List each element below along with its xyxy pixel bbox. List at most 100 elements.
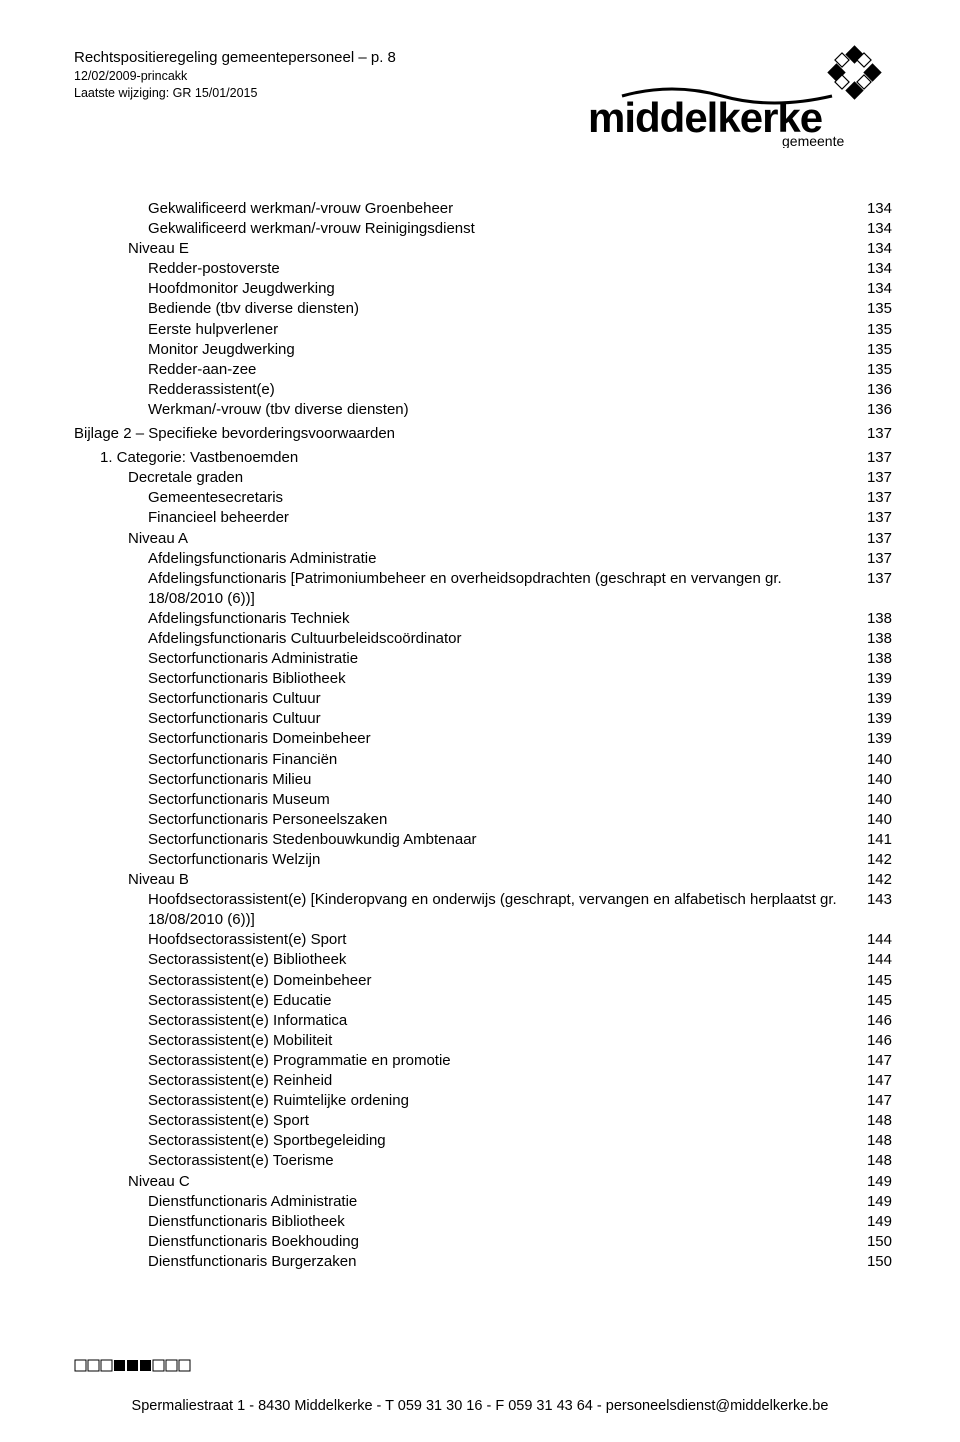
toc-page: 149 — [856, 1192, 892, 1212]
toc-page: 148 — [856, 1111, 892, 1131]
toc-page: 137 — [856, 569, 892, 589]
toc-label: Sectorfunctionaris Museum — [148, 790, 856, 810]
toc-label: Sectorassistent(e) Sport — [148, 1111, 856, 1131]
toc-row: Eerste hulpverlener135 — [74, 320, 892, 340]
toc-row: Sectorfunctionaris Personeelszaken140 — [74, 810, 892, 830]
toc-row: Niveau A137 — [74, 529, 892, 549]
toc-row: Niveau B142 — [74, 870, 892, 890]
toc-label: Sectorassistent(e) Bibliotheek — [148, 950, 856, 970]
toc-page: 136 — [856, 380, 892, 400]
toc-row: Decretale graden137 — [74, 468, 892, 488]
toc-page: 145 — [856, 991, 892, 1011]
toc-row: Sectorassistent(e) Mobiliteit146 — [74, 1031, 892, 1051]
toc-row: Sectorassistent(e) Informatica146 — [74, 1011, 892, 1031]
toc-page: 137 — [856, 549, 892, 569]
toc-label: Sectorassistent(e) Programmatie en promo… — [148, 1051, 856, 1071]
toc-label: Niveau A — [128, 529, 856, 549]
toc-row: Financieel beheerder137 — [74, 508, 892, 528]
toc-page: 147 — [856, 1091, 892, 1111]
toc-page: 148 — [856, 1151, 892, 1171]
toc-label: Sectorfunctionaris Cultuur — [148, 689, 856, 709]
toc-row: Gekwalificeerd werkman/-vrouw Reinigings… — [74, 219, 892, 239]
doc-title: Rechtspositieregeling gemeentepersoneel … — [74, 48, 396, 68]
toc-label: Eerste hulpverlener — [148, 320, 856, 340]
toc-page: 149 — [856, 1212, 892, 1232]
logo-sub-text: gemeente — [782, 133, 844, 148]
toc-page: 146 — [856, 1011, 892, 1031]
logo: middelkerke gemeente — [552, 42, 892, 153]
toc-label: Sectorassistent(e) Toerisme — [148, 1151, 856, 1171]
toc-row: Hoofdsectorassistent(e) Sport144 — [74, 930, 892, 950]
toc-label: Sectorassistent(e) Domeinbeheer — [148, 971, 856, 991]
toc-label: Hoofdmonitor Jeugdwerking — [148, 279, 856, 299]
toc-row: Afdelingsfunctionaris [Patrimoniumbeheer… — [74, 569, 892, 609]
toc-row: Sectorassistent(e) Educatie145 — [74, 991, 892, 1011]
toc-label: Sectorfunctionaris Domeinbeheer — [148, 729, 856, 749]
toc-page: 139 — [856, 709, 892, 729]
toc-row: Afdelingsfunctionaris Techniek138 — [74, 609, 892, 629]
toc-row: Hoofdmonitor Jeugdwerking134 — [74, 279, 892, 299]
toc-label: Sectorfunctionaris Milieu — [148, 770, 856, 790]
toc-row: Gekwalificeerd werkman/-vrouw Groenbehee… — [74, 199, 892, 219]
toc-page: 137 — [856, 468, 892, 488]
toc-page: 134 — [856, 239, 892, 259]
page-footer: Spermaliestraat 1 - 8430 Middelkerke - T… — [0, 1398, 960, 1414]
toc-label: 1. Categorie: Vastbenoemden — [100, 448, 856, 468]
toc-row: Redder-postoverste134 — [74, 259, 892, 279]
toc-row: Dienstfunctionaris Bibliotheek149 — [74, 1212, 892, 1232]
toc-page: 147 — [856, 1051, 892, 1071]
toc-label: Sectorassistent(e) Ruimtelijke ordening — [148, 1091, 856, 1111]
toc-label: Afdelingsfunctionaris Administratie — [148, 549, 856, 569]
toc-page: 135 — [856, 360, 892, 380]
toc-row: Sectorfunctionaris Museum140 — [74, 790, 892, 810]
toc-row: Sectorassistent(e) Reinheid147 — [74, 1071, 892, 1091]
toc-label: Monitor Jeugdwerking — [148, 340, 856, 360]
toc-row: Bediende (tbv diverse diensten)135 — [74, 299, 892, 319]
toc-bilage-heading: Bijlage 2 – Specifieke bevorderingsvoorw… — [74, 424, 892, 444]
doc-subline1: 12/02/2009-princakk — [74, 68, 396, 85]
footer-text: Spermaliestraat 1 - 8430 Middelkerke - T… — [132, 1398, 829, 1414]
toc-label: Redder-postoverste — [148, 259, 856, 279]
toc-label: Sectorfunctionaris Financiën — [148, 750, 856, 770]
toc-label: Hoofdsectorassistent(e) [Kinderopvang en… — [148, 890, 856, 930]
toc-label: Hoofdsectorassistent(e) Sport — [148, 930, 856, 950]
toc-label: Sectorassistent(e) Reinheid — [148, 1071, 856, 1091]
toc-row: Werkman/-vrouw (tbv diverse diensten)136 — [74, 400, 892, 420]
toc-page: 140 — [856, 810, 892, 830]
header-text: Rechtspositieregeling gemeentepersoneel … — [74, 42, 396, 102]
toc-label: Sectorfunctionaris Welzijn — [148, 850, 856, 870]
toc-page: 137 — [856, 488, 892, 508]
toc-row: Afdelingsfunctionaris Administratie137 — [74, 549, 892, 569]
toc-row: Sectorassistent(e) Bibliotheek144 — [74, 950, 892, 970]
toc-page: 143 — [856, 890, 892, 910]
toc-page: 138 — [856, 629, 892, 649]
toc-row: Sectorfunctionaris Cultuur139 — [74, 709, 892, 729]
toc-label: Sectorfunctionaris Cultuur — [148, 709, 856, 729]
toc-page: 150 — [856, 1252, 892, 1272]
toc-row: Sectorfunctionaris Administratie138 — [74, 649, 892, 669]
toc-row: Sectorassistent(e) Domeinbeheer145 — [74, 971, 892, 991]
toc-row: Niveau E134 — [74, 239, 892, 259]
toc-page: 136 — [856, 400, 892, 420]
toc-row: Sectorfunctionaris Financiën140 — [74, 750, 892, 770]
toc-page: 139 — [856, 669, 892, 689]
toc-label: Dienstfunctionaris Bibliotheek — [148, 1212, 856, 1232]
toc-page: 142 — [856, 850, 892, 870]
toc-row: Redderassistent(e)136 — [74, 380, 892, 400]
toc-page: 145 — [856, 971, 892, 991]
toc-page: 144 — [856, 950, 892, 970]
toc-label: Sectorfunctionaris Personeelszaken — [148, 810, 856, 830]
toc-row: Hoofdsectorassistent(e) [Kinderopvang en… — [74, 890, 892, 930]
toc-page: 134 — [856, 219, 892, 239]
toc-page: 137 — [856, 529, 892, 549]
toc-row: Sectorassistent(e) Ruimtelijke ordening1… — [74, 1091, 892, 1111]
toc-label: Decretale graden — [128, 468, 856, 488]
doc-subline2: Laatste wijziging: GR 15/01/2015 — [74, 85, 396, 102]
toc-row: Afdelingsfunctionaris Cultuurbeleidscoör… — [74, 629, 892, 649]
toc-page: 149 — [856, 1172, 892, 1192]
toc-page: 134 — [856, 259, 892, 279]
toc-page: 139 — [856, 689, 892, 709]
toc-label: Gekwalificeerd werkman/-vrouw Reinigings… — [148, 219, 856, 239]
toc-row: Dienstfunctionaris Boekhouding150 — [74, 1232, 892, 1252]
toc-label: Afdelingsfunctionaris [Patrimoniumbeheer… — [148, 569, 856, 609]
